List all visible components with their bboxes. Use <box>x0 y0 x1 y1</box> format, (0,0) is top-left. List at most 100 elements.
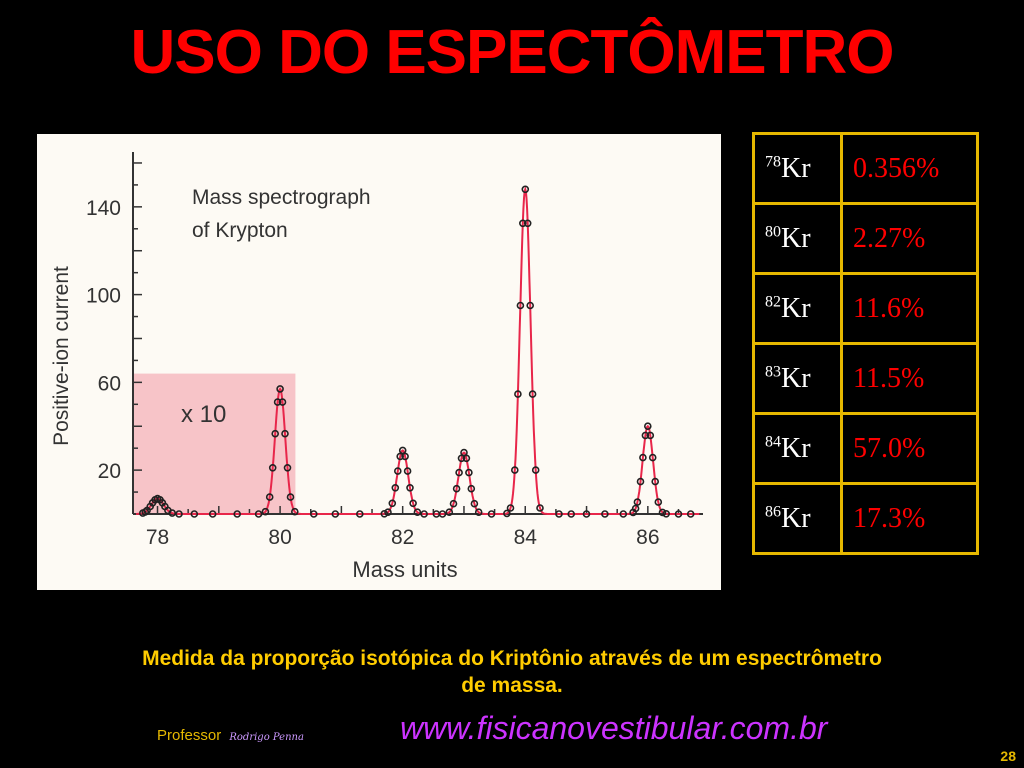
x-axis-label: Mass units <box>352 557 457 582</box>
data-point <box>273 398 282 406</box>
data-point <box>388 499 397 508</box>
data-point <box>455 468 463 477</box>
magnification-label: x 10 <box>181 401 226 428</box>
isotope-row: 80Kr 2.27% <box>752 202 979 275</box>
data-point <box>506 504 515 512</box>
y-axis-label: Positive-ion current <box>50 266 73 446</box>
data-point <box>648 453 657 462</box>
data-point <box>254 510 263 518</box>
isotope-abundance-cell: 11.6% <box>840 272 979 345</box>
isotope-symbol-cell: 84Kr <box>752 412 843 485</box>
isotope-row: 83Kr 11.5% <box>752 342 979 415</box>
data-point <box>639 453 647 462</box>
data-point <box>516 301 525 310</box>
data-point <box>208 510 217 518</box>
data-point <box>487 510 496 518</box>
data-point <box>286 493 295 501</box>
isotope-row: 84Kr 57.0% <box>752 412 979 485</box>
data-point <box>462 454 471 463</box>
caption-line-2: de massa. <box>461 674 563 697</box>
isotope-element-symbol: Kr <box>781 292 811 324</box>
x-tick-label: 82 <box>391 526 414 549</box>
isotope-symbol-cell: 83Kr <box>752 342 843 415</box>
data-point <box>531 466 540 474</box>
data-point <box>521 185 530 194</box>
spectrum-curve <box>136 185 700 515</box>
page-number: 28 <box>1000 748 1016 764</box>
data-point <box>510 466 519 474</box>
data-point <box>413 508 422 517</box>
professor-credit: Professor Rodrigo Penna <box>157 727 304 744</box>
data-point <box>654 498 663 506</box>
data-points <box>139 185 695 518</box>
data-point <box>384 508 392 517</box>
data-point <box>438 510 447 518</box>
isotope-abundance-cell: 0.356% <box>840 132 979 205</box>
isotope-symbol-cell: 82Kr <box>752 272 843 345</box>
data-point <box>467 484 476 493</box>
data-point <box>290 507 299 516</box>
data-point <box>528 390 537 398</box>
slide-title: USO DO ESPECTÔMETRO <box>130 18 895 87</box>
data-point <box>646 431 655 440</box>
data-point <box>658 508 667 517</box>
data-point <box>380 509 389 518</box>
professor-label: Professor <box>157 727 222 744</box>
data-point <box>582 510 591 518</box>
data-point <box>523 219 532 228</box>
data-point <box>271 429 279 438</box>
y-tick-label: 20 <box>98 460 121 483</box>
website-link[interactable]: www.fisicanovestibular.com.br <box>400 710 828 746</box>
data-point <box>281 429 289 438</box>
data-point <box>449 499 458 508</box>
data-point <box>420 510 428 518</box>
isotope-element-symbol: Kr <box>781 362 811 394</box>
data-point <box>452 484 461 493</box>
data-point <box>555 510 563 518</box>
x-tick-label: 84 <box>514 526 538 549</box>
isotope-mass-number: 82 <box>765 293 781 311</box>
isotope-symbol-cell: 78Kr <box>752 132 843 205</box>
isotope-element-symbol: Kr <box>781 432 811 464</box>
data-point <box>355 510 364 518</box>
data-point <box>403 467 412 475</box>
x-tick-label: 80 <box>268 526 291 549</box>
isotope-symbol-cell: 80Kr <box>752 202 843 275</box>
data-point <box>636 477 645 486</box>
data-point <box>526 301 535 310</box>
data-point <box>391 483 400 492</box>
isotope-symbol-cell: 86Kr <box>752 482 843 555</box>
data-point <box>393 467 402 475</box>
professor-signature: Rodrigo Penna <box>229 732 304 743</box>
data-point <box>601 510 609 518</box>
data-point <box>276 385 284 393</box>
isotope-mass-number: 83 <box>765 363 781 381</box>
data-point <box>536 504 544 512</box>
data-point <box>278 398 287 406</box>
isotope-abundance-cell: 57.0% <box>840 412 979 485</box>
spectrograph-chart: 20 60 100 140 78 80 82 84 86 Mass spectrograph o… <box>50 152 703 582</box>
data-point <box>470 499 479 508</box>
data-point <box>445 508 454 517</box>
data-point <box>674 510 683 518</box>
figure-title-line2: of Krypton <box>192 219 288 242</box>
y-tick-label: 100 <box>86 285 121 308</box>
data-point <box>283 463 292 472</box>
data-point <box>396 452 405 461</box>
isotope-mass-number: 80 <box>765 223 781 241</box>
data-point <box>474 508 483 517</box>
figure-title-line1: Mass spectrograph <box>192 186 371 209</box>
x-tick-label: 86 <box>636 526 659 549</box>
data-point <box>629 508 637 517</box>
data-point <box>175 510 183 518</box>
isotope-abundance-cell: 11.5% <box>840 342 979 415</box>
data-point <box>514 390 522 398</box>
data-point <box>261 507 270 516</box>
data-point <box>406 483 414 492</box>
slide-caption: Medida da proporção isotópica do Kriptôn… <box>40 645 984 699</box>
caption-line-1: Medida da proporção isotópica do Kriptôn… <box>142 647 882 670</box>
data-point <box>233 510 241 518</box>
data-point <box>398 446 407 455</box>
data-point <box>643 422 652 431</box>
isotope-element-symbol: Kr <box>781 502 811 534</box>
